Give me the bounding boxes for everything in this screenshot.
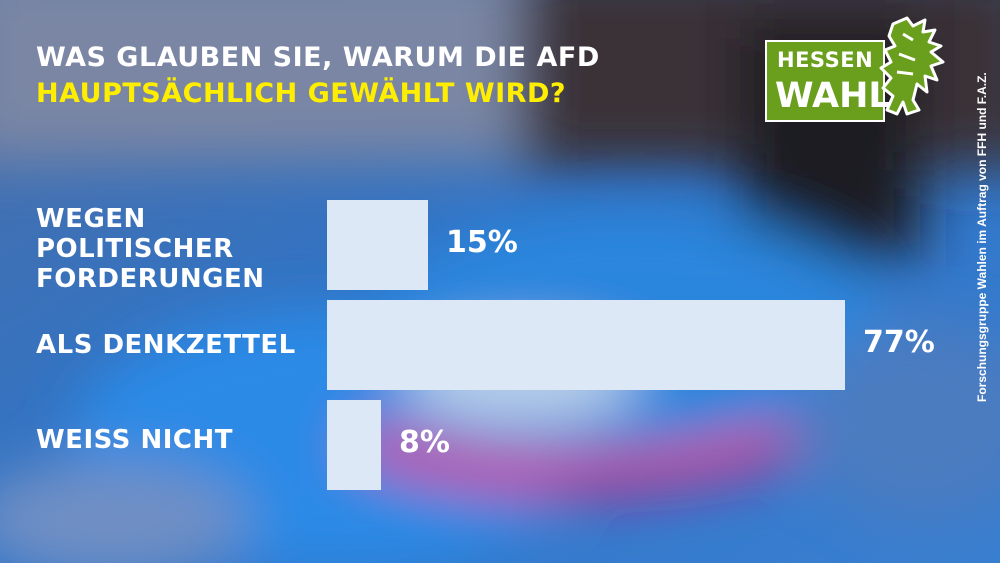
logo-text-line1: HESSEN <box>777 48 874 72</box>
category-label: WEGEN POLITISCHER FORDERUNGEN <box>36 204 265 294</box>
lion-icon <box>879 16 945 116</box>
logo-badge: HESSEN WAHL <box>765 40 891 122</box>
chart-title-line1: WAS GLAUBEN SIE, WARUM DIE AFD <box>36 42 600 73</box>
bar <box>327 300 845 390</box>
value-label: 77% <box>863 325 935 360</box>
hessenwahl-logo: HESSEN WAHL <box>765 14 965 122</box>
bar <box>327 400 381 490</box>
value-label: 8% <box>399 425 450 460</box>
source-credit: Forschungsgruppe Wahlen im Auftrag von F… <box>975 72 989 402</box>
chart-title-line2: HAUPTSÄCHLICH GEWÄHLT WIRD? <box>36 78 567 109</box>
value-label: 15% <box>446 225 518 260</box>
category-label: WEISS NICHT <box>36 425 233 455</box>
category-label: ALS DENKZETTEL <box>36 330 296 360</box>
bar <box>327 200 428 290</box>
logo-text-line2: WAHL <box>775 76 891 116</box>
